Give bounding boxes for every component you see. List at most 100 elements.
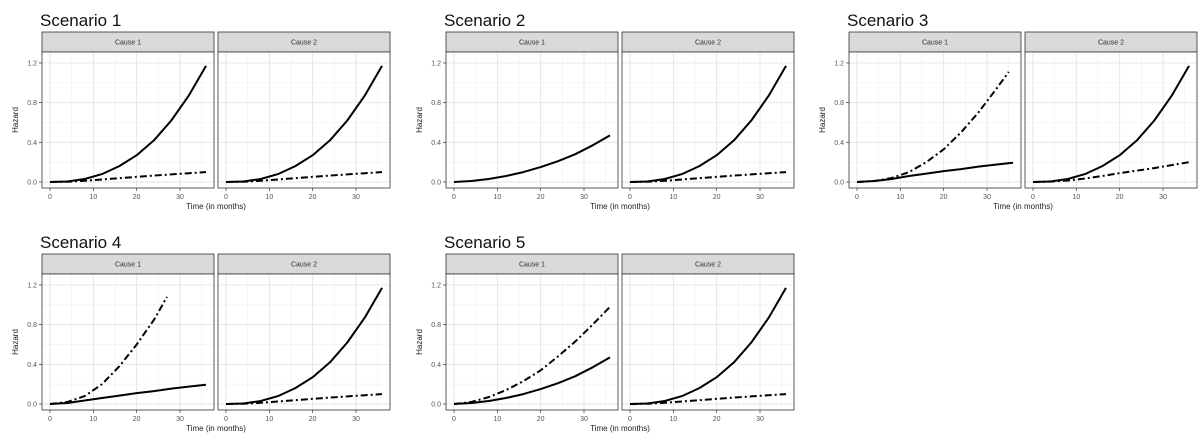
panel-border (1024, 51, 1198, 189)
y-tick-label: 1.2 (834, 60, 844, 67)
y-tick-label: 1.2 (431, 282, 441, 289)
facet-panel: Cause 1 0 10 20 30 0.0 0.4 0.8 1.2 Hazard (415, 253, 619, 423)
y-tick-label: 0.8 (27, 322, 37, 329)
facet-strip-label: Cause 1 (922, 40, 948, 47)
x-tick-label: 0 (628, 416, 632, 423)
y-tick-label: 0.4 (431, 140, 441, 147)
scenario-3: Scenario 3 Cause 1 0 10 20 30 0.0 0.4 0.8 1.2 Haza… (818, 11, 1198, 211)
hazard-line-solid (453, 356, 611, 405)
y-tick-label: 0.4 (27, 140, 37, 147)
y-axis-title: Hazard (818, 107, 827, 133)
x-tick-label: 0 (855, 194, 859, 201)
x-tick-label: 0 (628, 194, 632, 201)
panel-border (41, 51, 215, 189)
facet-panel: Cause 2 0 10 20 30 (217, 253, 391, 423)
plot-background (622, 274, 794, 410)
y-tick-label: 0.8 (27, 100, 37, 107)
x-tick-label: 20 (940, 194, 948, 201)
x-tick-label: 20 (309, 416, 317, 423)
x-axis-title: Time (in months) (186, 424, 246, 433)
plot-background (42, 274, 214, 410)
y-tick-label: 1.2 (27, 60, 37, 67)
y-tick-label: 0.4 (27, 362, 37, 369)
x-tick-label: 30 (1159, 194, 1167, 201)
y-tick-label: 0.4 (834, 140, 844, 147)
x-tick-label: 30 (352, 194, 360, 201)
facet-strip-label: Cause 2 (695, 262, 721, 269)
scenario-title: Scenario 2 (444, 11, 525, 30)
x-tick-label: 20 (133, 194, 141, 201)
y-tick-label: 0.8 (431, 100, 441, 107)
plot-background (218, 274, 390, 410)
y-axis-title: Hazard (11, 329, 20, 355)
x-tick-label: 20 (713, 194, 721, 201)
panel-border (41, 273, 215, 411)
hazard-line-dashdot (629, 393, 787, 405)
x-tick-label: 30 (983, 194, 991, 201)
x-tick-label: 0 (452, 416, 456, 423)
x-tick-label: 30 (756, 194, 764, 201)
x-tick-label: 0 (224, 194, 228, 201)
panel-border (217, 51, 391, 189)
hazard-line-solid (453, 134, 611, 183)
x-tick-label: 20 (133, 416, 141, 423)
panel-border (217, 273, 391, 411)
y-tick-label: 0.0 (431, 402, 441, 409)
x-tick-label: 0 (48, 194, 52, 201)
x-tick-label: 0 (1031, 194, 1035, 201)
plot-background (446, 274, 618, 410)
scenario-5: Scenario 5 Cause 1 0 10 20 30 0.0 0.4 0.8 1.2 Haza… (415, 233, 795, 433)
x-tick-label: 10 (265, 194, 273, 201)
x-tick-label: 10 (265, 416, 273, 423)
y-tick-label: 0.8 (834, 100, 844, 107)
facet-strip-label: Cause 2 (291, 40, 317, 47)
panel-border (848, 51, 1022, 189)
y-axis-title: Hazard (415, 329, 424, 355)
plot-background (1025, 52, 1197, 188)
hazard-line-dashdot (629, 171, 787, 183)
x-tick-label: 10 (669, 416, 677, 423)
facet-panel: Cause 2 0 10 20 30 (621, 31, 795, 201)
facet-strip-label: Cause 1 (519, 262, 545, 269)
x-tick-label: 30 (580, 194, 588, 201)
facet-strip-label: Cause 1 (115, 40, 141, 47)
facet-panel: Cause 2 0 10 20 30 (621, 253, 795, 423)
x-tick-label: 20 (537, 194, 545, 201)
x-tick-label: 10 (1072, 194, 1080, 201)
x-tick-label: 20 (537, 416, 545, 423)
hazard-line-dashdot (49, 171, 207, 183)
y-tick-label: 0.8 (431, 322, 441, 329)
hazard-line-dashdot (453, 306, 611, 405)
y-tick-label: 0.0 (431, 180, 441, 187)
facet-panel: Cause 1 0 10 20 30 0.0 0.4 0.8 1.2 Hazard (415, 31, 619, 201)
hazard-line-dashdot (856, 71, 1010, 183)
hazard-line-dashdot (1032, 161, 1190, 183)
y-tick-label: 1.2 (431, 60, 441, 67)
panel-border (621, 51, 795, 189)
facet-strip-label: Cause 2 (695, 40, 721, 47)
y-tick-label: 0.0 (834, 180, 844, 187)
y-axis-title: Hazard (11, 107, 20, 133)
x-tick-label: 0 (452, 194, 456, 201)
x-tick-label: 10 (89, 416, 97, 423)
x-tick-label: 0 (224, 416, 228, 423)
x-tick-label: 30 (176, 194, 184, 201)
y-tick-label: 0.0 (27, 180, 37, 187)
hazard-line-dashdot (49, 296, 168, 405)
facet-panel: Cause 2 0 10 20 30 (217, 31, 391, 201)
hazard-line-solid (49, 383, 207, 405)
y-axis-title: Hazard (415, 107, 424, 133)
x-axis-title: Time (in months) (186, 202, 246, 211)
scenario-title: Scenario 4 (40, 233, 121, 252)
x-tick-label: 10 (896, 194, 904, 201)
x-tick-label: 10 (669, 194, 677, 201)
scenario-1: Scenario 1 Cause 1 0 10 20 30 0.0 0.4 0.8 1.2 Haza… (11, 11, 391, 211)
facet-panel: Cause 1 0 10 20 30 0.0 0.4 0.8 1.2 Hazard (11, 253, 215, 423)
scenario-4: Scenario 4 Cause 1 0 10 20 30 0.0 0.4 0.8 1.2 Haza… (11, 233, 391, 433)
facet-panel: Cause 1 0 10 20 30 0.0 0.4 0.8 1.2 Hazard (11, 31, 215, 201)
y-tick-label: 0.0 (27, 402, 37, 409)
hazard-line-dashdot (225, 393, 383, 405)
x-tick-label: 20 (1116, 194, 1124, 201)
hazard-line-dashdot (225, 171, 383, 183)
